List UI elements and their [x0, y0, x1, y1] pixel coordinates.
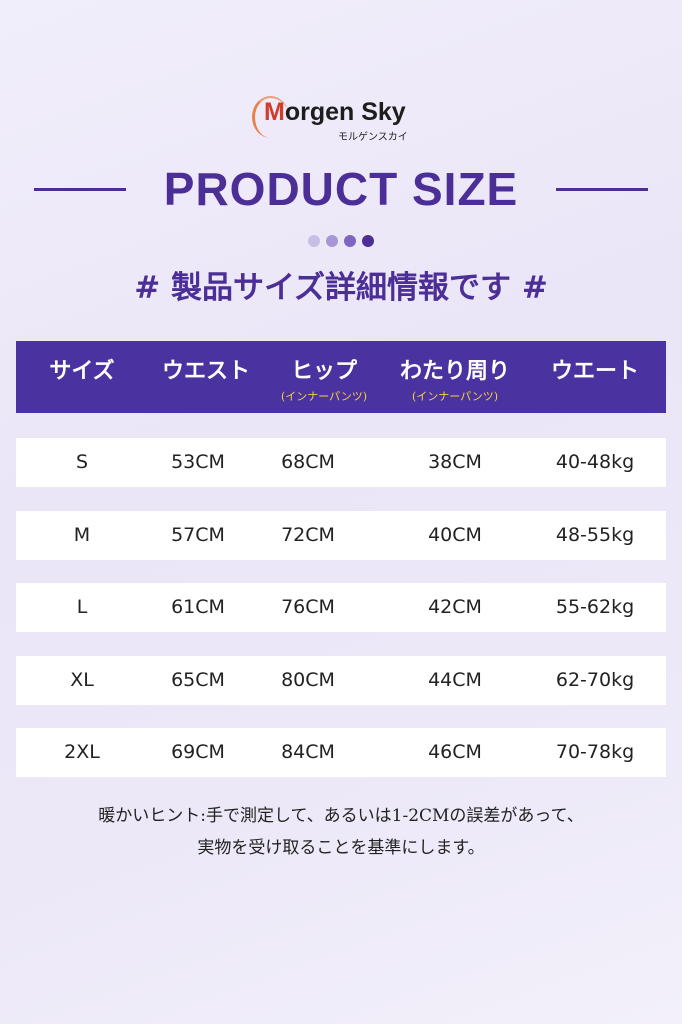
table-cell: 55-62kg — [555, 596, 635, 618]
table-cell: 2XL — [64, 741, 100, 763]
note-line-1: 暖かいヒント:手で測定して、あるいは1-2CMの誤差があって、 — [98, 806, 584, 826]
column-header: ヒップ (インナーパンツ) — [264, 353, 384, 404]
column-header: サイズ — [16, 353, 148, 385]
column-header: ウエスト — [148, 353, 264, 385]
table-cell: 46CM — [428, 741, 482, 763]
table-cell: S — [75, 451, 89, 473]
table-row: 2XL 69CM 84CM 46CM 70-78kg — [16, 728, 666, 777]
table-cell: 69CM — [171, 741, 225, 763]
divider-left — [34, 188, 126, 191]
table-cell: 44CM — [428, 668, 482, 691]
subtitle: # 製品サイズ詳細情報です # — [134, 270, 548, 306]
column-header-label: ウエート — [550, 358, 639, 384]
table-cell: 53CM — [171, 451, 225, 473]
table-cell: L — [76, 596, 88, 618]
table-cell: 62-70kg — [555, 668, 635, 691]
table-cell: 40-48kg — [555, 451, 635, 473]
measurement-note: 暖かいヒント:手で測定して、あるいは1-2CMの誤差があって、 実物を受け取るこ… — [0, 800, 682, 864]
dot — [344, 235, 356, 247]
brand-logo: Morgen Sky モルゲンスカイ — [252, 92, 442, 146]
divider-right — [556, 188, 648, 191]
dot — [326, 235, 338, 247]
column-header-label: ヒップ — [290, 358, 357, 384]
dot — [308, 235, 320, 247]
logo-arc — [252, 96, 289, 138]
table-cell: 72CM — [281, 523, 335, 546]
column-header: わたり周り (インナーパンツ) — [386, 353, 524, 404]
column-header-label: わたり周り — [399, 358, 510, 384]
table-cell: M — [73, 523, 91, 546]
table-row: S 53CM 68CM 38CM 40-48kg — [16, 438, 666, 487]
column-header-note: (インナーパンツ) — [411, 390, 499, 403]
column-header-note: (インナーパンツ) — [280, 390, 368, 403]
title-row: PRODUCT SIZE — [0, 162, 682, 218]
column-header: ウエート — [524, 353, 666, 385]
logo-subtext: モルゲンスカイ — [338, 132, 408, 143]
table-cell: XL — [70, 668, 94, 691]
table-row: L 61CM 76CM 42CM 55-62kg — [16, 583, 666, 632]
dot — [362, 235, 374, 247]
decorative-dots — [0, 232, 682, 251]
column-header-label: サイズ — [49, 358, 115, 384]
table-cell: 65CM — [171, 668, 225, 691]
table-row: XL 65CM 80CM 44CM 62-70kg — [16, 655, 666, 705]
table-cell: 84CM — [281, 741, 335, 763]
logo-name: Morgen Sky — [264, 98, 406, 126]
note-line-2: 実物を受け取ることを基準にします。 — [197, 838, 485, 858]
table-cell: 70-78kg — [555, 741, 635, 763]
table-cell: 80CM — [281, 668, 335, 691]
page-title: PRODUCT SIZE — [163, 163, 519, 215]
table-cell: 40CM — [428, 523, 482, 546]
table-cell: 38CM — [428, 451, 482, 473]
table-header: サイズ ウエスト ヒップ (インナーパンツ) わたり周り (インナーパンツ) ウエート — [16, 341, 666, 413]
table-cell: 61CM — [171, 596, 225, 618]
table-cell: 68CM — [281, 451, 335, 473]
table-cell: 48-55kg — [555, 523, 635, 546]
column-header-label: ウエスト — [161, 358, 250, 384]
table-cell: 76CM — [281, 596, 335, 618]
table-cell: 57CM — [171, 523, 225, 546]
table-row: M 57CM 72CM 40CM 48-55kg — [16, 510, 666, 560]
table-cell: 42CM — [428, 596, 482, 618]
